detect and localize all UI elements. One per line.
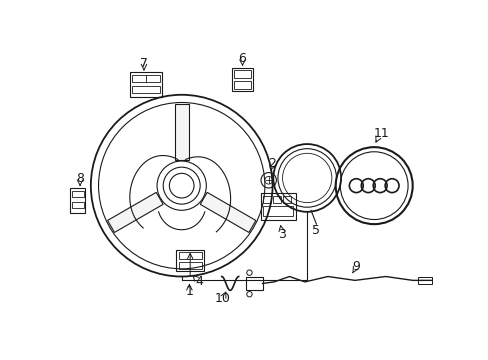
Bar xyxy=(231,68,253,91)
Text: 2: 2 xyxy=(268,157,276,170)
Bar xyxy=(70,188,85,213)
Text: 11: 11 xyxy=(373,127,389,140)
Text: 4: 4 xyxy=(195,275,203,288)
Text: 10: 10 xyxy=(214,292,230,305)
Bar xyxy=(132,86,160,93)
Bar xyxy=(263,206,293,216)
Text: 5: 5 xyxy=(312,224,320,237)
Bar xyxy=(178,252,202,259)
Bar xyxy=(71,191,84,197)
Text: 3: 3 xyxy=(278,228,285,240)
Bar xyxy=(130,72,162,97)
Text: 9: 9 xyxy=(352,260,360,273)
Bar xyxy=(178,262,202,269)
Text: 1: 1 xyxy=(185,285,193,298)
Bar xyxy=(71,202,84,208)
Bar xyxy=(283,195,290,203)
Bar xyxy=(273,195,281,203)
Bar xyxy=(245,277,262,289)
Polygon shape xyxy=(174,104,188,160)
Bar xyxy=(261,193,295,220)
Text: 6: 6 xyxy=(238,52,246,65)
Bar xyxy=(234,70,250,78)
Bar xyxy=(176,249,203,271)
Text: 7: 7 xyxy=(140,57,148,70)
Bar xyxy=(263,195,270,203)
Polygon shape xyxy=(107,192,163,233)
Text: 8: 8 xyxy=(76,172,84,185)
Bar xyxy=(417,276,431,284)
Bar xyxy=(234,81,250,89)
Bar xyxy=(132,75,160,82)
Polygon shape xyxy=(200,192,255,233)
